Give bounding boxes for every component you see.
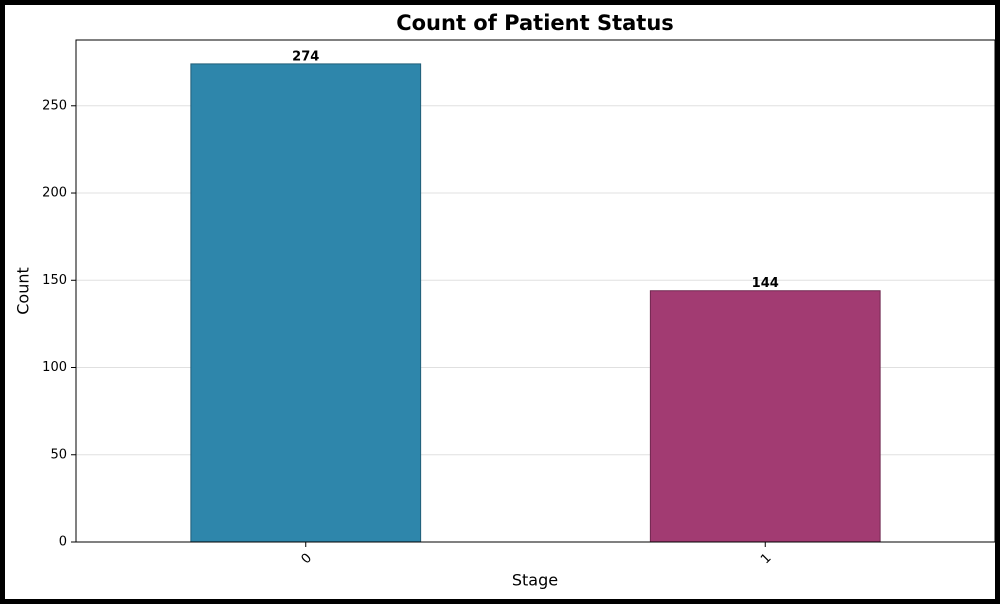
- chart-title: Count of Patient Status: [396, 11, 674, 35]
- y-tick-label: 0: [59, 535, 67, 550]
- y-tick-label: 200: [42, 186, 67, 201]
- data-label: 274: [292, 49, 319, 64]
- y-tick-label: 250: [42, 98, 67, 113]
- y-axis-label: Count: [14, 267, 33, 315]
- y-tick-label: 50: [50, 447, 67, 462]
- y-tick-label: 150: [42, 273, 67, 288]
- x-axis-label: Stage: [512, 571, 558, 590]
- y-tick-label: 100: [42, 360, 67, 375]
- bar: [190, 63, 422, 543]
- bar: [649, 290, 881, 543]
- plot-frame: [75, 39, 996, 543]
- data-label: 144: [752, 276, 779, 291]
